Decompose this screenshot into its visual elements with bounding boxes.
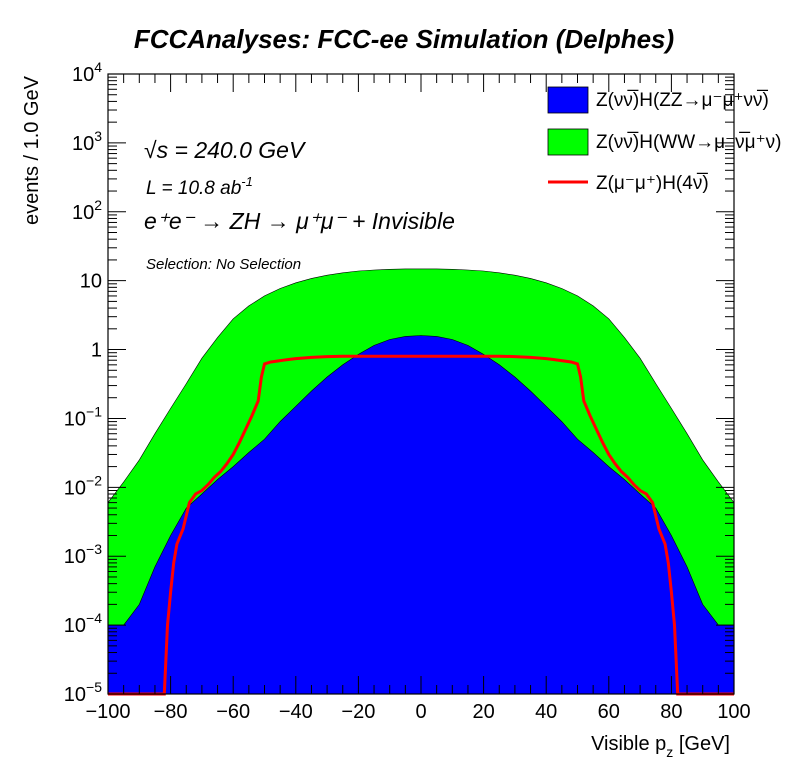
x-tick-label: 100 (717, 701, 750, 723)
legend-label-2: Z(μ⁻μ⁺)H(4ν̅) (596, 173, 709, 194)
series-layer (107, 268, 735, 696)
y-tick-label: 103 (72, 128, 102, 155)
y-tick-label: 10 (80, 271, 102, 293)
x-tick-label: −100 (85, 701, 130, 723)
luminosity-label: L = 10.8 ab-1 (146, 174, 253, 199)
plot-title: FCCAnalyses: FCC-ee Simulation (Delphes) (134, 24, 674, 54)
y-tick-label: 10−4 (64, 610, 102, 637)
legend: Z(νν̅)H(ZZ→μ⁻μ⁺νν̅) Z(νν̅)H(WW→μ⁻ν̅μ⁺ν) Z(… (547, 86, 781, 194)
selection-label: Selection: No Selection (146, 256, 301, 273)
legend-label-1: Z(νν̅)H(WW→μ⁻ν̅μ⁺ν) (596, 132, 781, 153)
x-tick-label: −20 (341, 701, 375, 723)
x-axis-title: Visible pz [GeV] (591, 733, 730, 760)
legend-swatch-1 (547, 128, 589, 156)
y-tick-label: 104 (72, 59, 102, 86)
x-tick-label: −60 (216, 701, 250, 723)
y-tick-label: 102 (72, 197, 102, 224)
x-tick-label: 80 (660, 701, 682, 723)
x-tick-label: 60 (598, 701, 620, 723)
series-2-line (108, 354, 734, 696)
x-tick-label: −40 (279, 701, 313, 723)
series-0-area (107, 335, 735, 695)
sqrt-s-label: √s = 240.0 GeV (144, 137, 307, 163)
y-axis-title: events / 1.0 GeV (21, 75, 43, 225)
legend-swatch-0 (547, 86, 589, 114)
y-tick-label: 1 (91, 340, 102, 362)
y-tick-label: 10−5 (64, 679, 102, 706)
x-tick-label: 40 (535, 701, 557, 723)
y-tick-label: 10−3 (64, 541, 102, 568)
x-tick-label: 20 (472, 701, 494, 723)
x-tick-label: −80 (154, 701, 188, 723)
y-tick-label: 10−2 (64, 472, 102, 499)
x-tick-label: 0 (415, 701, 426, 723)
process-label: e⁺e⁻ → ZH → μ⁺μ⁻ + Invisible (144, 208, 455, 234)
axis-ticks: −100 −80 −60 −40 −20 0 20 40 60 80 100 10−5 10−4 10−3… (64, 59, 751, 723)
y-tick-label: 10−1 (64, 403, 102, 430)
legend-label-0: Z(νν̅)H(ZZ→μ⁻μ⁺νν̅) (596, 90, 769, 111)
